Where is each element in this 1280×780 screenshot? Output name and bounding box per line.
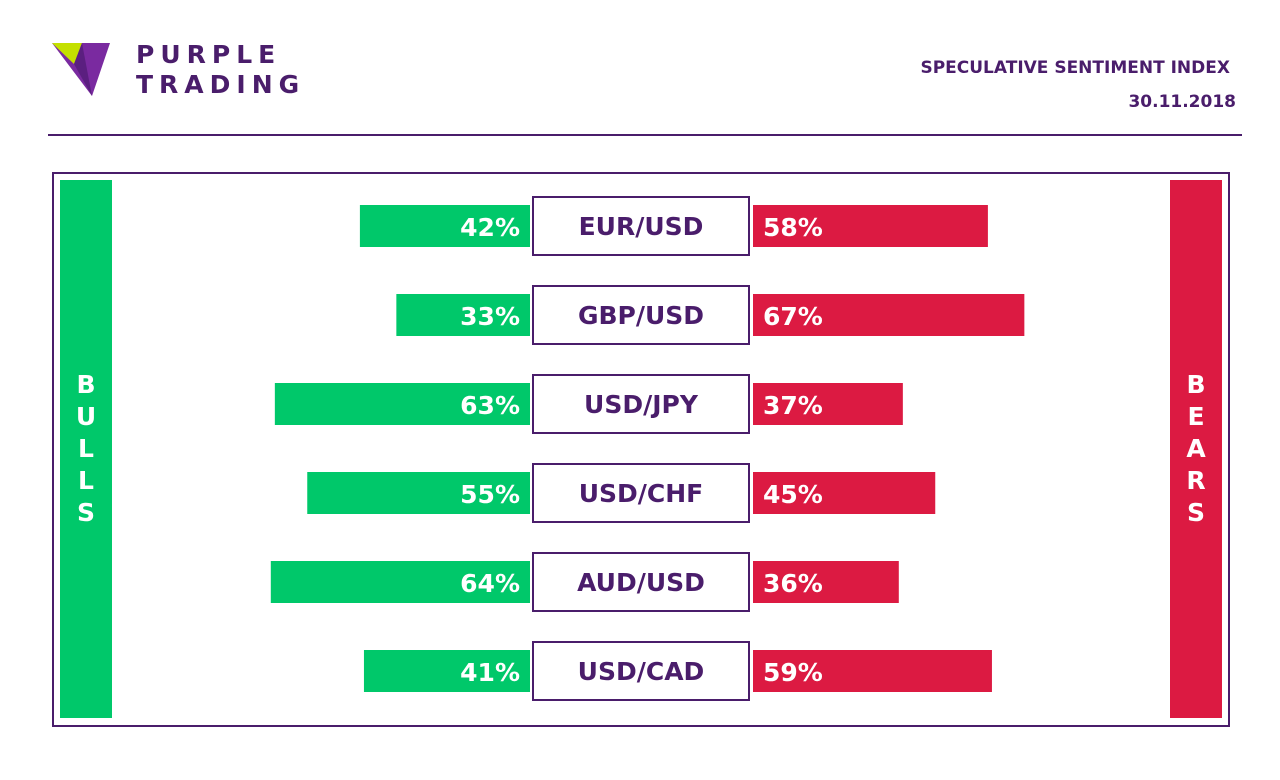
bears-letter: R bbox=[1186, 466, 1206, 495]
logo-line-1: PURPLE bbox=[136, 40, 282, 69]
bears-letter: E bbox=[1187, 402, 1205, 431]
bull-bar bbox=[270, 561, 530, 603]
logo-text: PURPLE TRADING bbox=[136, 40, 305, 100]
bears-letter: A bbox=[1186, 434, 1206, 463]
bear-value-label: 59% bbox=[763, 658, 823, 687]
bear-value-label: 45% bbox=[763, 480, 823, 509]
chart-frame bbox=[52, 172, 1230, 727]
bull-value-label: 55% bbox=[460, 480, 520, 509]
header-divider bbox=[48, 134, 1242, 136]
currency-pair-label: USD/CAD bbox=[578, 657, 705, 686]
bull-bar bbox=[307, 472, 530, 514]
currency-pair-box bbox=[532, 463, 750, 523]
bull-bar bbox=[359, 205, 530, 247]
bear-value-label: 36% bbox=[763, 569, 823, 598]
currency-pair-label: USD/JPY bbox=[584, 390, 699, 419]
bull-bar bbox=[396, 294, 530, 336]
bull-value-label: 63% bbox=[460, 391, 520, 420]
bear-value-label: 37% bbox=[763, 391, 823, 420]
bulls-letter: B bbox=[76, 370, 96, 399]
bull-bar bbox=[363, 650, 530, 692]
bulls-letter: U bbox=[75, 402, 97, 431]
currency-pair-label: GBP/USD bbox=[578, 301, 704, 330]
bear-value-label: 58% bbox=[763, 213, 823, 242]
bear-bar bbox=[753, 383, 903, 425]
logo-line-2: TRADING bbox=[136, 70, 306, 99]
bears-letter: B bbox=[1186, 370, 1206, 399]
bull-value-label: 33% bbox=[460, 302, 520, 331]
bear-bar bbox=[753, 650, 992, 692]
bear-bar bbox=[753, 472, 936, 514]
currency-pair-label: USD/CHF bbox=[579, 479, 704, 508]
purple-trading-logo: PURPLE TRADING bbox=[52, 40, 312, 100]
bear-value-label: 67% bbox=[763, 302, 823, 331]
currency-pair-label: AUD/USD bbox=[577, 568, 705, 597]
logo-mark-icon bbox=[52, 43, 110, 96]
bear-bar bbox=[753, 561, 899, 603]
currency-pair-box bbox=[532, 552, 750, 612]
currency-pair-box bbox=[532, 374, 750, 434]
currency-pair-label: EUR/USD bbox=[579, 212, 704, 241]
bears-letter: S bbox=[1186, 498, 1205, 527]
bulls-letter: S bbox=[76, 498, 95, 527]
currency-pair-box bbox=[532, 641, 750, 701]
currency-pair-box bbox=[532, 285, 750, 345]
bull-value-label: 64% bbox=[460, 569, 520, 598]
bear-bar bbox=[753, 205, 988, 247]
currency-pair-box bbox=[532, 196, 750, 256]
bulls-letter: L bbox=[78, 466, 94, 495]
bull-value-label: 42% bbox=[460, 213, 520, 242]
bull-value-label: 41% bbox=[460, 658, 520, 687]
report-date: 30.11.2018 bbox=[1128, 92, 1236, 112]
bear-bar bbox=[753, 294, 1025, 336]
bull-bar bbox=[274, 383, 530, 425]
bulls-letter: L bbox=[78, 434, 94, 463]
page-title: SPECULATIVE SENTIMENT INDEX bbox=[920, 58, 1230, 78]
